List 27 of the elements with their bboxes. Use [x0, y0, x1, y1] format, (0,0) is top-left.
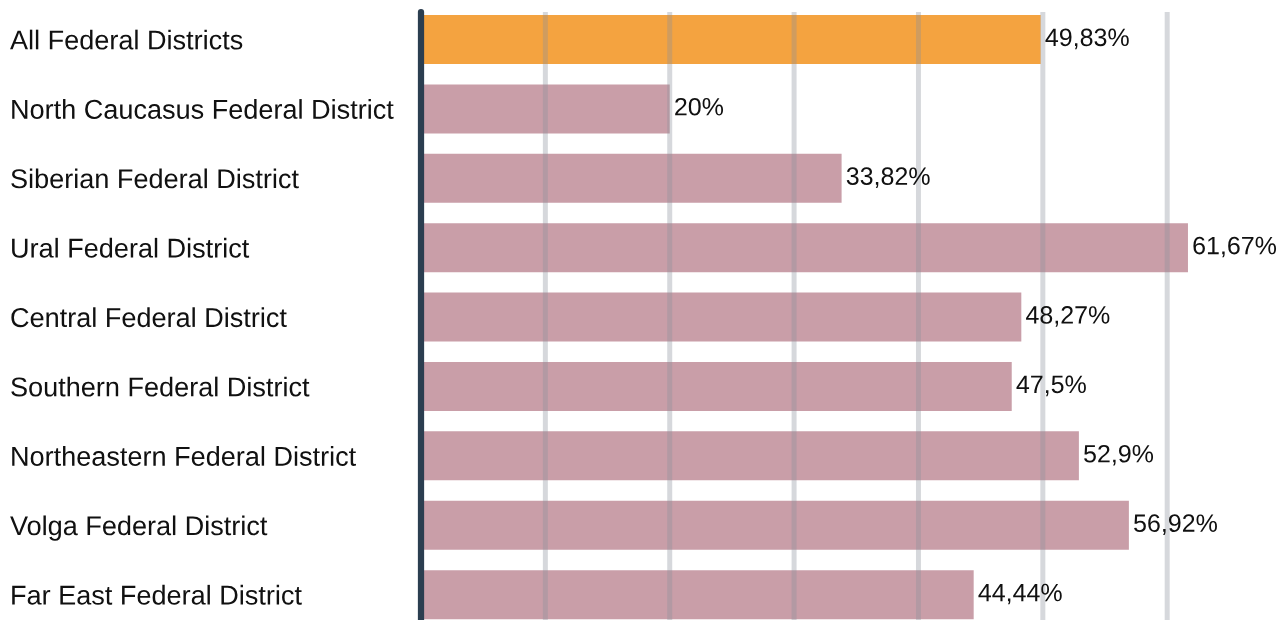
data-label: 49,83%: [1045, 28, 1129, 50]
y-tick-label: Northeastern Federal District: [12, 446, 356, 466]
bar: [421, 223, 1188, 273]
y-tick-label: All Federal Districts: [10, 29, 243, 50]
y-tick-label: Central Federal District: [11, 307, 287, 328]
data-label: 33,82%: [846, 167, 930, 188]
bar: [421, 14, 1041, 64]
data-label: 48,27%: [1026, 306, 1110, 327]
y-tick-label: Ural Federal District: [12, 237, 250, 258]
bar: [421, 84, 670, 134]
y-tick-label: Southern Federal District: [11, 376, 310, 397]
y-tick-label: Far East Federal District: [12, 584, 302, 605]
y-tick-label: Siberian Federal District: [11, 168, 299, 189]
data-label: 56,92%: [1134, 514, 1217, 535]
bar: [421, 361, 1012, 411]
data-label: 61,67%: [1193, 236, 1277, 258]
data-label: 52,9%: [1084, 444, 1154, 466]
bar: [421, 292, 1022, 342]
bar: [421, 570, 974, 620]
data-label: 20%: [675, 97, 724, 116]
data-label: 47,5%: [1016, 375, 1086, 397]
data-label: 44,44%: [978, 583, 1062, 605]
bar: [421, 153, 842, 203]
y-tick-label: Volga Federal District: [10, 515, 268, 541]
bar: [421, 500, 1129, 550]
bar: [421, 431, 1079, 481]
y-tick-label: North Caucasus Federal District: [12, 99, 394, 119]
